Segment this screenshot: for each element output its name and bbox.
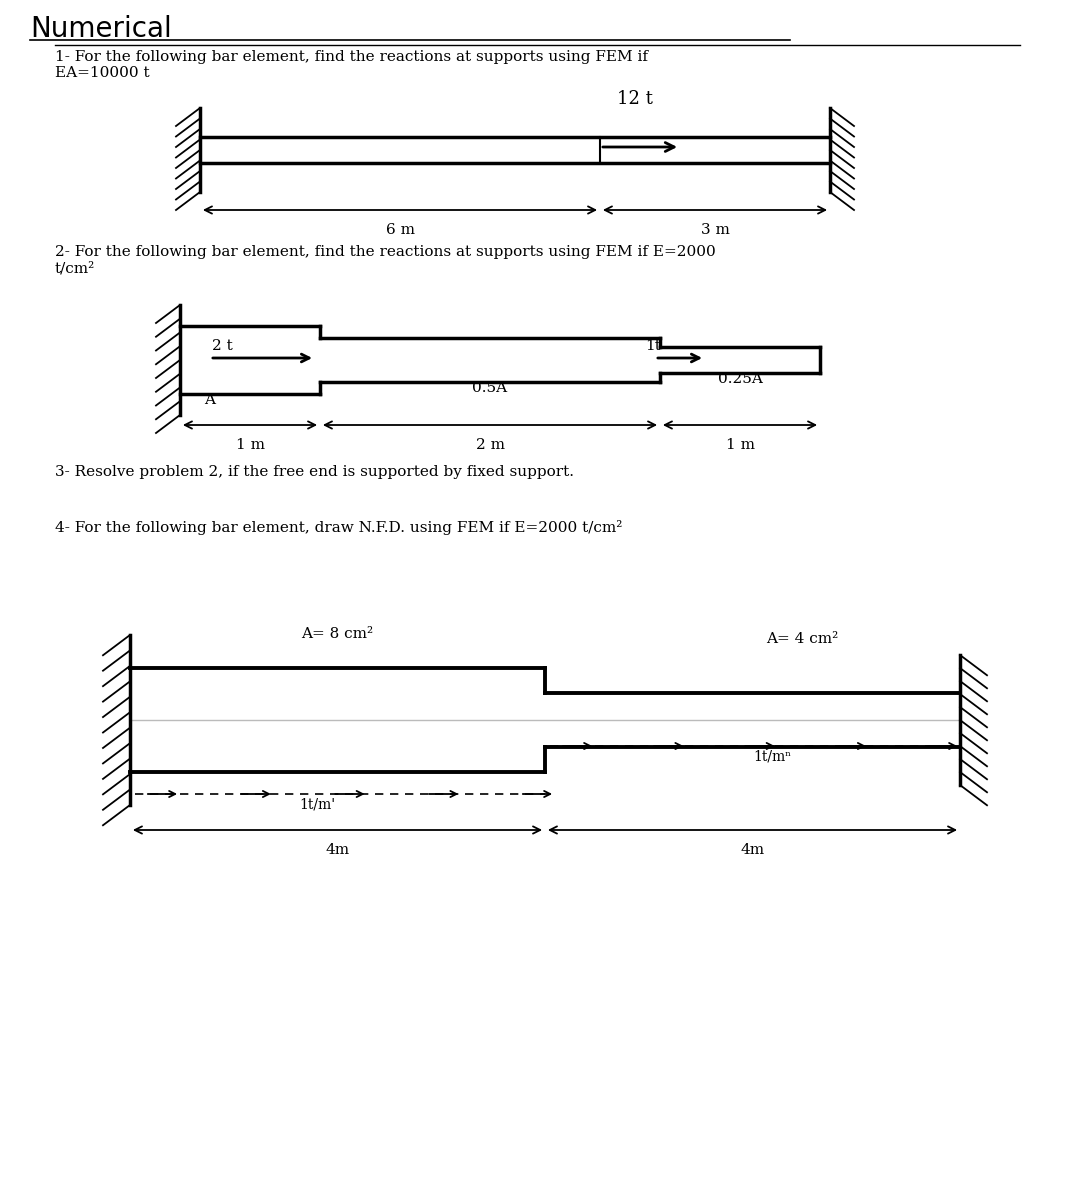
Text: 0.5A: 0.5A (472, 382, 508, 395)
Text: 4m: 4m (325, 842, 350, 857)
Text: A= 8 cm²: A= 8 cm² (301, 626, 373, 641)
Text: 12 t: 12 t (617, 90, 653, 108)
Text: 1- For the following bar element, find the reactions at supports using FEM if
EA: 1- For the following bar element, find t… (55, 50, 648, 80)
Text: Numerical: Numerical (30, 14, 172, 43)
Text: 1 m: 1 m (236, 438, 265, 452)
Text: 3 m: 3 m (700, 223, 730, 236)
Text: A= 4 cm²: A= 4 cm² (766, 632, 838, 646)
Text: 1t/m': 1t/m' (299, 797, 336, 811)
Text: 1 m: 1 m (725, 438, 754, 452)
Text: 4- For the following bar element, draw N.F.D. using FEM if E=2000 t/cm²: 4- For the following bar element, draw N… (55, 520, 622, 535)
Text: 2- For the following bar element, find the reactions at supports using FEM if E=: 2- For the following bar element, find t… (55, 245, 716, 275)
Text: 1t: 1t (645, 338, 661, 353)
Text: 0.25A: 0.25A (718, 372, 763, 386)
Text: 4m: 4m (740, 842, 765, 857)
Text: 2 t: 2 t (212, 338, 232, 353)
Text: 2 m: 2 m (476, 438, 505, 452)
Text: 1t/mⁿ: 1t/mⁿ (753, 749, 792, 763)
Text: 6 m: 6 m (385, 223, 414, 236)
Text: A: A (204, 392, 215, 407)
Text: 3- Resolve problem 2, if the free end is supported by fixed support.: 3- Resolve problem 2, if the free end is… (55, 464, 574, 479)
